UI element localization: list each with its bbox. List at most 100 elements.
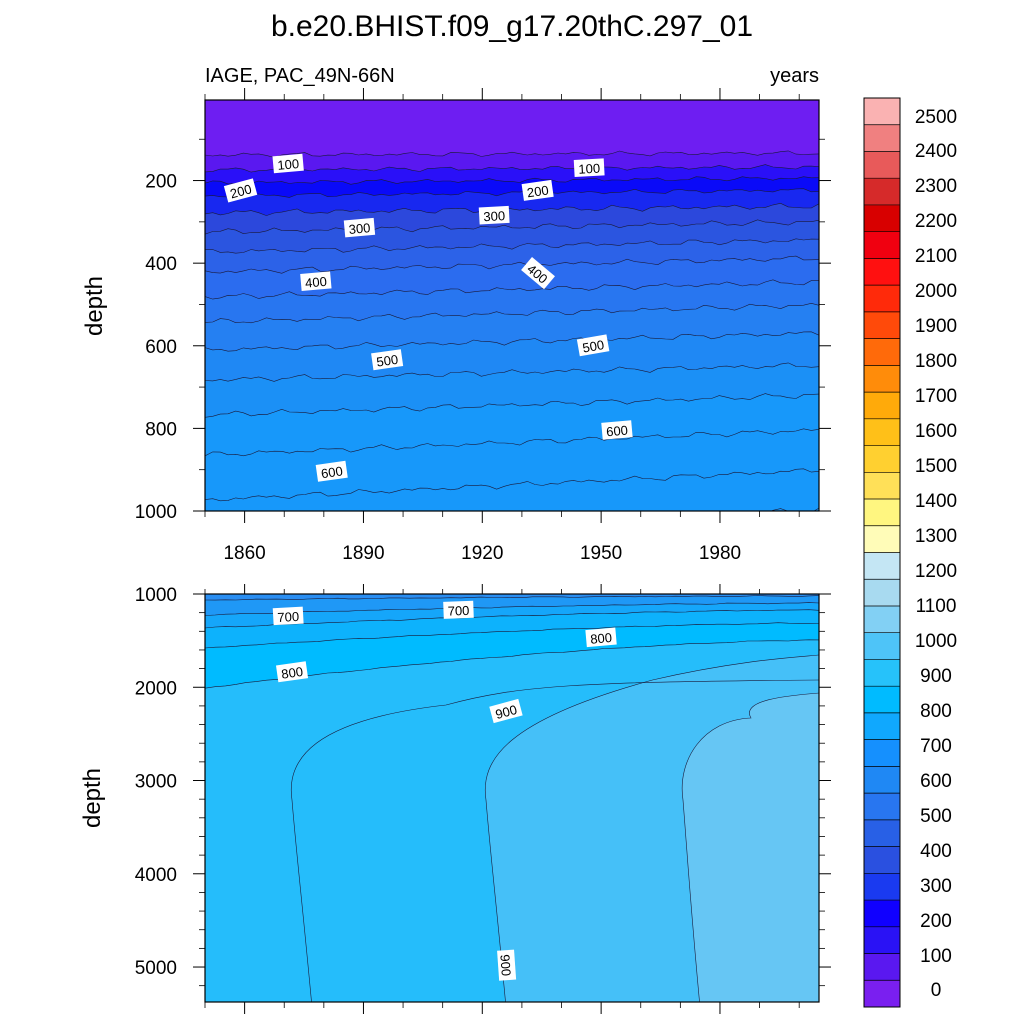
colorbar-label: 500: [920, 806, 952, 827]
contour-label: 100: [573, 158, 605, 177]
contour-label-text: 500: [581, 337, 605, 356]
colorbar-swatch: [864, 258, 900, 286]
contour-label: 700: [272, 606, 304, 626]
upper-contour-line: [205, 188, 819, 198]
lower-ticks: 1000 2000 3000 4000 5000: [135, 584, 831, 1014]
colorbar-label: 1600: [915, 421, 957, 442]
colorbar-swatch: [864, 739, 900, 767]
colorbar-swatch: [864, 472, 900, 500]
colorbar-label: 900: [920, 666, 952, 687]
colorbar-swatch: [864, 151, 900, 179]
contour-label: 700: [443, 600, 474, 619]
contour-label-text: 300: [348, 220, 371, 237]
colorbar-swatch: [864, 204, 900, 232]
colorbar-swatch: [864, 712, 900, 740]
colorbar-label: 1000: [915, 631, 957, 652]
colorbar-swatch: [864, 124, 900, 152]
colorbar-label: 400: [920, 841, 952, 862]
contour-label-text: 100: [277, 156, 300, 173]
lower-contour-lines: [205, 595, 819, 1002]
colorbar-label: 800: [920, 701, 952, 722]
colorbar-swatch: [864, 846, 900, 874]
contour-label-box: [272, 153, 304, 174]
x-tick-label: 1980: [699, 543, 741, 564]
lower-plot-frame: [204, 593, 820, 1003]
upper-band: [205, 468, 819, 511]
colorbar-swatch: [864, 980, 900, 1008]
contour-label-text: 900: [494, 702, 519, 722]
upper-y-axis-title: depth: [81, 276, 108, 336]
colorbar-label: 2300: [915, 176, 957, 197]
lower-contour-fill: [205, 594, 819, 1002]
colorbar-swatch: [864, 873, 900, 901]
upper-band: [771, 508, 819, 511]
y-tick-label: 600: [145, 337, 177, 358]
colorbar-label: 1100: [916, 596, 957, 617]
y-tick-label: 4000: [135, 865, 177, 886]
upper-contour-line: [205, 202, 819, 216]
lower-contour-line: [205, 622, 819, 649]
y-tick-label: 3000: [135, 772, 177, 793]
contour-label-text: 400: [304, 274, 327, 291]
x-tick-label: 1860: [223, 543, 265, 564]
lower-contour-line: [205, 609, 819, 629]
contour-label-text: 700: [447, 603, 469, 619]
units-label: years: [770, 65, 819, 87]
colorbar-label: 1700: [915, 386, 957, 407]
contour-label-text: 600: [606, 423, 629, 440]
chart-title: b.e20.BHIST.f09_g17.20thC.297_01: [271, 10, 753, 43]
upper-contour-line: [205, 176, 819, 185]
contour-label-box: [315, 460, 348, 482]
contour-label-box: [275, 661, 309, 683]
colorbar-label: 200: [920, 911, 952, 932]
contour-label: 100: [272, 153, 304, 174]
colorbar-swatch: [864, 793, 900, 821]
colorbar-label: 2500: [915, 107, 957, 128]
y-tick-label: 2000: [135, 678, 177, 699]
x-tick-label: 1920: [461, 543, 503, 564]
upper-plot-frame: [204, 99, 820, 512]
upper-contour-fill: [205, 100, 819, 511]
colorbar-swatch: [864, 392, 900, 420]
colorbar-swatch: [864, 178, 900, 206]
colorbar-label: 0: [931, 980, 942, 1001]
upper-contour-line: [205, 219, 819, 235]
contour-label-text: 800: [590, 630, 613, 647]
contour-label: 300: [343, 217, 376, 238]
colorbar-swatch: [864, 632, 900, 660]
upper-contour-line: [205, 164, 819, 173]
colorbar-label: 2400: [915, 141, 957, 162]
upper-contour-line: [205, 238, 819, 254]
colorbar-swatch: [864, 819, 900, 847]
colorbar-swatch: [864, 953, 900, 981]
colorbar-swatch: [864, 605, 900, 634]
contour-label-text: 900: [497, 954, 513, 977]
colorbar: 0 100 200 300 400 500 600 700 800 900 1000 1100 1200…: [863, 97, 957, 1008]
colorbar-label: 1400: [915, 491, 957, 512]
contour-label-box: [443, 600, 474, 619]
colorbar-label: 1800: [915, 351, 957, 372]
lower-contour-line: [681, 692, 819, 1002]
upper-contour-line: [205, 331, 819, 352]
contour-label-box: [521, 256, 555, 290]
lower-contour-line: [205, 602, 819, 616]
colorbar-swatch: [864, 525, 900, 553]
colorbar-label: 1500: [915, 456, 957, 477]
contour-label: 600: [315, 460, 348, 482]
upper-contour-line: [770, 507, 819, 511]
colorbar-swatch: [864, 766, 900, 794]
contour-label: 900: [489, 698, 523, 724]
upper-ticks: 1860 1890 1920 1950 1980 200 400 600 800 1000: [135, 88, 831, 564]
contour-label-text: 200: [228, 181, 253, 201]
colorbar-label: 700: [920, 736, 952, 757]
y-tick-label: 5000: [135, 958, 177, 979]
y-tick-label: 400: [145, 254, 177, 275]
contour-label: 600: [601, 420, 633, 440]
contour-label-box: [489, 698, 523, 724]
contour-label-text: 700: [277, 609, 299, 625]
contour-label: 300: [478, 205, 510, 225]
contour-label: 200: [223, 178, 258, 203]
contour-label-box: [478, 205, 510, 225]
colorbar-swatch: [864, 579, 900, 607]
